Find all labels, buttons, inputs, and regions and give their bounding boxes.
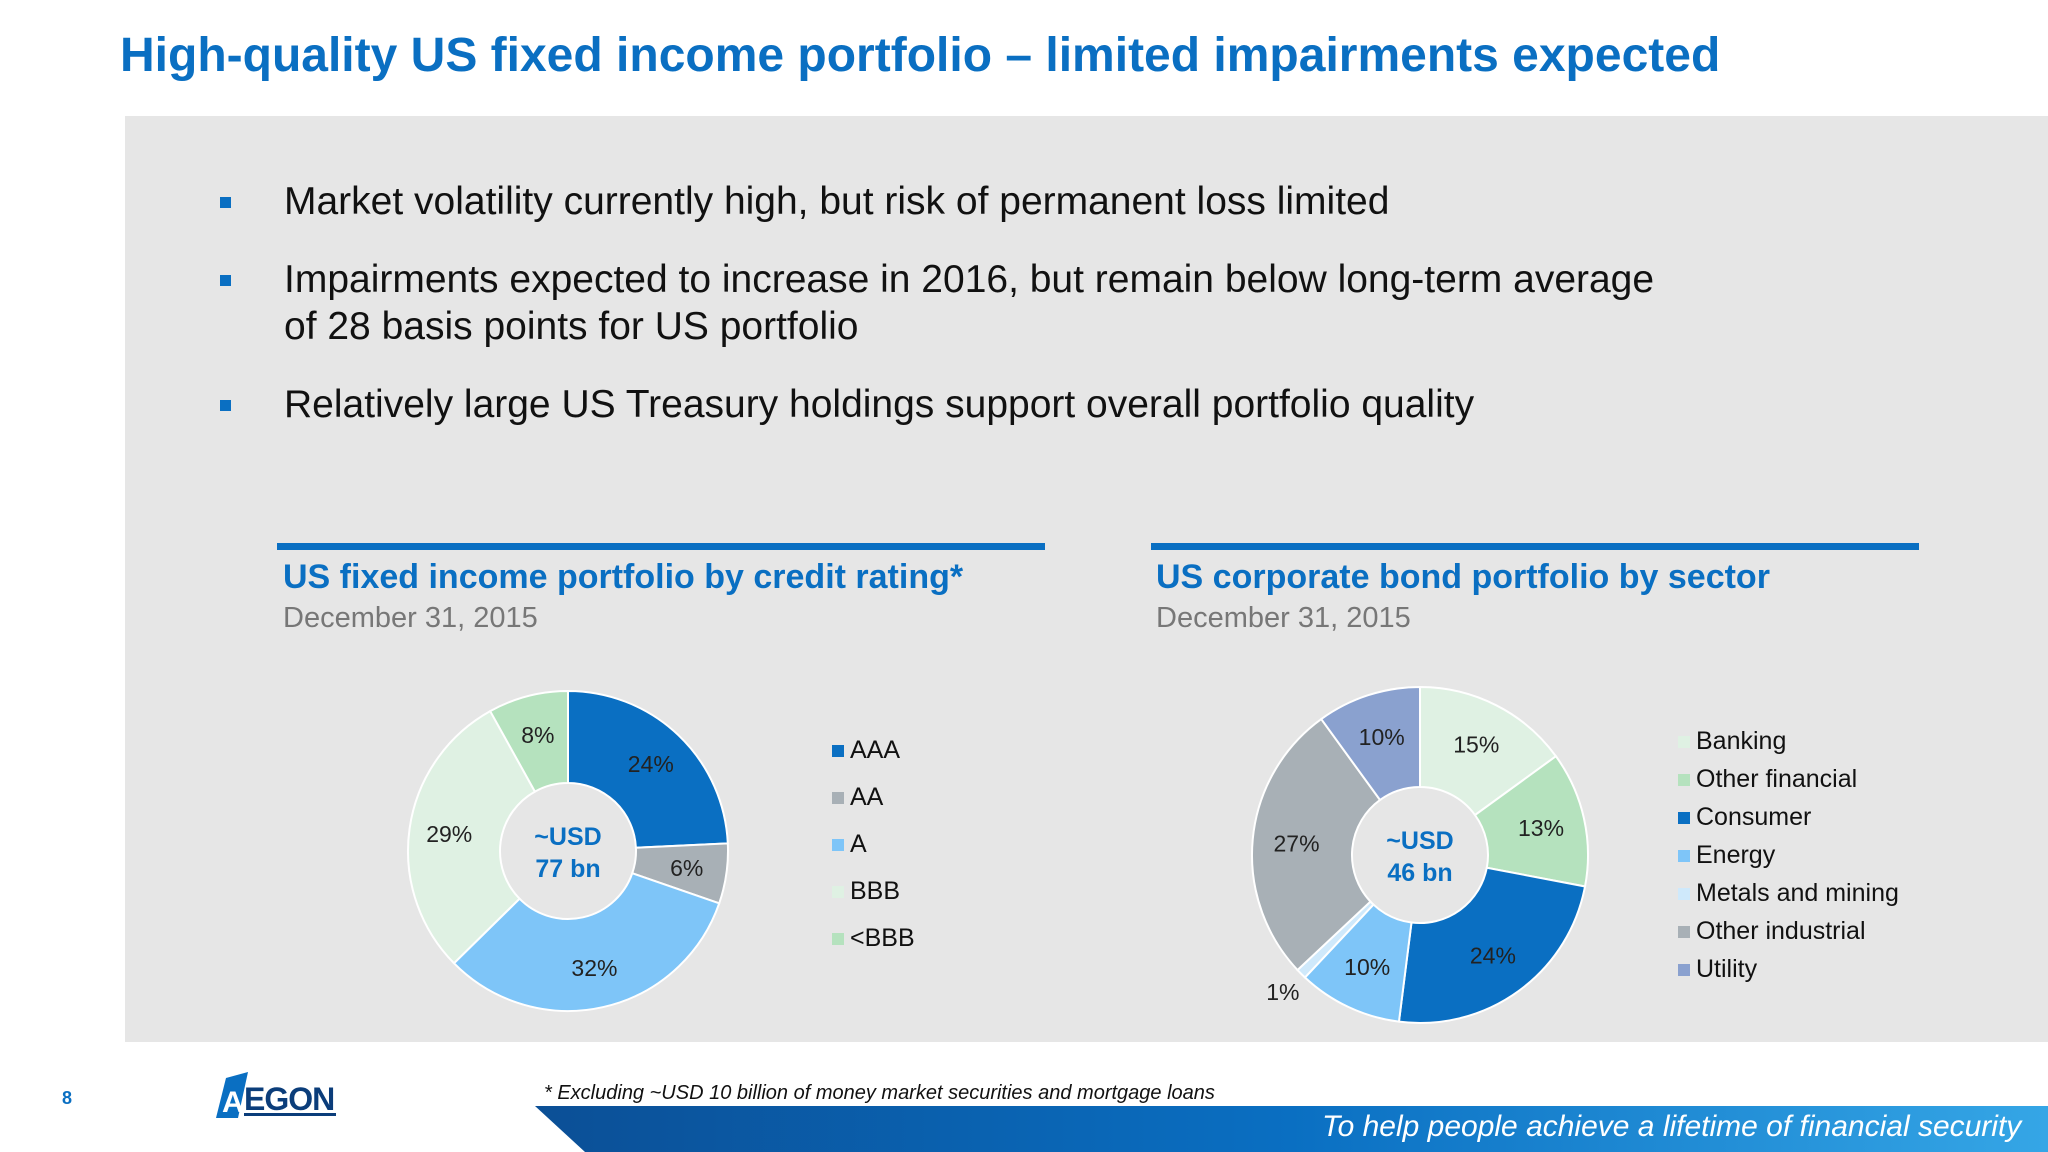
legend-swatch (1678, 850, 1690, 862)
legend-swatch (1678, 926, 1690, 938)
legend-label: A (850, 830, 867, 858)
sector-donut-chart: 15% 13% 24% 10% 1% 27% 10% ~USD 46 bn (1251, 685, 1589, 1024)
bullet-square-icon (220, 197, 231, 208)
bullet-text: Market volatility currently high, but ri… (284, 180, 1390, 223)
legend-label: Metals and mining (1696, 879, 1899, 907)
chart-1-subtitle: December 31, 2015 (283, 602, 538, 634)
donut-data-label: 27% (1274, 830, 1320, 856)
logo-letter: A (222, 1086, 244, 1119)
legend-swatch (832, 745, 844, 757)
legend-label: AAA (850, 736, 901, 764)
logo-wordmark: EGON (244, 1081, 334, 1117)
bullet-item: Market volatility currently high, but ri… (216, 178, 1816, 225)
donut-slice-bbb (407, 709, 537, 965)
credit-rating-donut-chart: 24% 6% 32% 29% 8% ~USD 77 bn (407, 689, 729, 1012)
legend-item: AA (832, 774, 915, 821)
bullet-text: Impairments expected to increase in 2016… (284, 258, 1655, 301)
donut-center-label: 77 bn (535, 855, 600, 883)
legend-label: Energy (1696, 841, 1776, 869)
donut-center-label: ~USD (534, 823, 601, 851)
legend-item: Banking (1678, 722, 1899, 760)
donut-data-label: 13% (1518, 815, 1564, 841)
donut-center-label: ~USD (1386, 827, 1453, 855)
chart-2-subtitle: December 31, 2015 (1156, 602, 1411, 634)
page-number: 8 (62, 1088, 73, 1108)
legend-label: Other industrial (1696, 917, 1866, 945)
donut-slice-aaa (567, 689, 729, 849)
legend-swatch (832, 933, 844, 945)
donut-data-label: 10% (1359, 724, 1405, 750)
donut-slice-utility (1319, 685, 1421, 802)
legend-swatch (1678, 812, 1690, 824)
legend-swatch (1678, 888, 1690, 900)
aegon-logo-icon: A EGON (216, 1072, 336, 1119)
slide-title: High-quality US fixed income portfolio –… (120, 29, 1721, 82)
donut-data-label: 32% (571, 955, 617, 981)
legend-label: Utility (1696, 955, 1758, 983)
legend-swatch (832, 792, 844, 804)
legend-item: Other financial (1678, 760, 1899, 798)
legend-item: AAA (832, 727, 915, 774)
donut-slice-other-industrial (1251, 717, 1382, 972)
legend-item: Consumer (1678, 798, 1899, 836)
donut-data-label: 8% (521, 722, 554, 748)
legend-swatch (1678, 964, 1690, 976)
legend-item: Utility (1678, 950, 1899, 988)
legend-item: Energy (1678, 836, 1899, 874)
legend-swatch (832, 886, 844, 898)
legend-label: BBB (850, 877, 901, 905)
donut-data-label: 10% (1344, 954, 1390, 980)
chart-2-title: US corporate bond portfolio by sector (1156, 558, 1770, 596)
credit-rating-legend: AAA AA A BBB <BBB (832, 727, 915, 962)
legend-label: <BBB (850, 924, 915, 952)
footer-band (0, 1042, 2048, 1152)
donut-data-label: 6% (670, 855, 703, 881)
donut-slice--bbb (488, 689, 569, 793)
donut-slice-consumer (1397, 866, 1587, 1024)
donut-data-label: 24% (628, 751, 674, 777)
bullet-square-icon (220, 275, 231, 286)
legend-swatch (1678, 736, 1690, 748)
chart-2-rule (1151, 543, 1919, 550)
donut-slice-a (452, 871, 721, 1012)
legend-swatch (1678, 774, 1690, 786)
legend-item: Other industrial (1678, 912, 1899, 950)
legend-item: BBB (832, 868, 915, 915)
legend-label: Other financial (1696, 765, 1858, 793)
tagline: To help people achieve a lifetime of fin… (1322, 1110, 2022, 1143)
sector-legend: Banking Other financial Consumer Energy Meta… (1678, 722, 1899, 988)
donut-data-label: 29% (426, 821, 472, 847)
bullet-item: Relatively large US Treasury holdings su… (216, 381, 1816, 428)
donut-data-label: 15% (1453, 732, 1499, 758)
bullet-square-icon (220, 400, 231, 411)
bullet-list: Market volatility currently high, but ri… (216, 178, 1816, 459)
donut-data-label: 1% (1266, 979, 1299, 1005)
footnote: * Excluding ~USD 10 billion of money mar… (544, 1082, 1215, 1104)
legend-item: A (832, 821, 915, 868)
donut-center-label: 46 bn (1387, 859, 1452, 887)
legend-swatch (832, 839, 844, 851)
bullet-text: Relatively large US Treasury holdings su… (284, 383, 1475, 426)
legend-label: Banking (1696, 727, 1787, 755)
legend-item: Metals and mining (1678, 874, 1899, 912)
legend-item: <BBB (832, 915, 915, 962)
donut-data-label: 24% (1470, 942, 1516, 968)
bullet-text-continued: of 28 basis points for US portfolio (284, 305, 859, 348)
chart-1-rule (277, 543, 1045, 550)
legend-label: Consumer (1696, 803, 1812, 831)
chart-1-title: US fixed income portfolio by credit rati… (283, 558, 964, 596)
bullet-item: Impairments expected to increase in 2016… (216, 256, 1816, 350)
legend-label: AA (850, 783, 884, 811)
donut-slice-banking (1419, 685, 1558, 817)
